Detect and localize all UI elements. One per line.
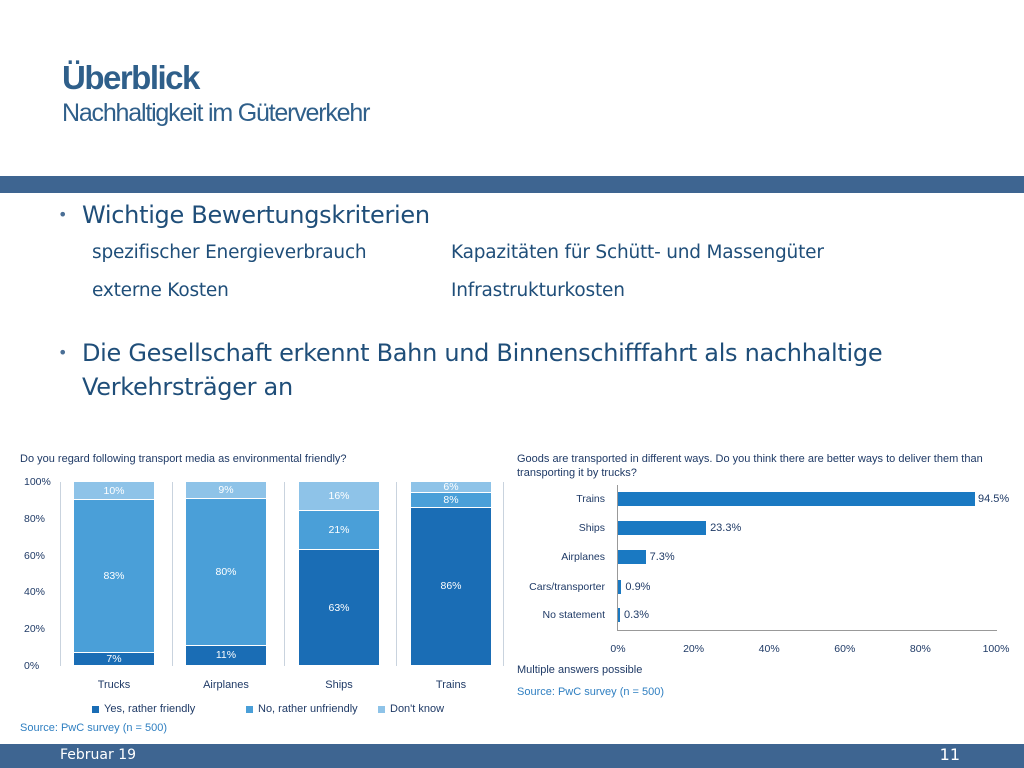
category-label: No statement — [542, 609, 605, 621]
bar-segment: 11% — [186, 645, 266, 666]
column-separator — [172, 482, 173, 666]
legend-item: Don't know — [378, 703, 444, 715]
bullet-dot: • — [58, 205, 68, 224]
x-category-label: Trucks — [97, 679, 131, 691]
legend-swatch — [246, 705, 253, 713]
left-chart-title: Do you regard following transport media … — [20, 453, 347, 465]
bar-value-label: 21% — [328, 524, 350, 537]
y-tick-label: 80% — [24, 512, 46, 525]
stacked-column-ships: 16% 21% 63% — [299, 482, 379, 666]
bar-segment: 63% — [299, 550, 379, 666]
y-tick-label: 0% — [24, 660, 40, 672]
right-chart-note: Multiple answers possible — [517, 664, 643, 676]
page-number: 11 — [939, 745, 960, 764]
legend-swatch — [378, 705, 385, 713]
x-tick-label: 80% — [909, 643, 931, 655]
legend-label: No, rather unfriendly — [258, 703, 358, 715]
criterion-energy: spezifischer Energieverbrauch — [92, 242, 367, 263]
legend-item: Yes, rather friendly — [92, 703, 195, 715]
title-block: Überblick Nachhaltigkeit im Güterverkehr — [62, 58, 370, 128]
footer-bar: Februar 19 11 — [0, 744, 1024, 768]
column-separator — [284, 482, 285, 666]
bar-value-label: 9% — [218, 483, 234, 496]
x-tick-label: 60% — [834, 643, 856, 655]
bar-value-label: 8% — [443, 493, 459, 506]
category-label: Airplanes — [561, 551, 605, 563]
bar-segment: 21% — [299, 511, 379, 551]
stacked-column-trains: 6% 8% 86% — [411, 481, 491, 666]
left-chart-plot: 10% 83% 7% 9% 80% 11% 16% 21% 63% 6% 8% 86% — [60, 481, 504, 666]
criterion-infrastructure-costs: Infrastrukturkosten — [451, 280, 625, 301]
right-chart-y-axis-line — [617, 485, 618, 630]
bar-segment: 8% — [411, 493, 491, 508]
bar — [618, 521, 707, 535]
bar-segment: 83% — [74, 500, 154, 654]
y-tick-label: 60% — [24, 549, 46, 562]
category-label: Cars/transporter — [529, 581, 605, 593]
bar — [618, 492, 976, 506]
bar-value-label: 63% — [328, 601, 350, 614]
stacked-column-trucks: 10% 83% 7% — [74, 482, 154, 666]
y-tick-label: 20% — [24, 623, 46, 636]
y-tick-label: 40% — [24, 586, 46, 599]
bar-value-label: 23.3% — [710, 522, 742, 534]
x-category-label: Airplanes — [203, 679, 249, 691]
category-label: Ships — [578, 522, 605, 534]
bullet-dot: • — [58, 343, 68, 362]
category-label: Trains — [576, 493, 605, 505]
bar-value-label: 7% — [106, 653, 122, 666]
bar-value-label: 6% — [443, 481, 459, 494]
x-tick-label: 20% — [683, 643, 705, 655]
bar-value-label: 10% — [103, 484, 125, 497]
right-chart-source: Source: PwC survey (n = 500) — [517, 686, 665, 698]
bullet-society: • Die Gesellschaft erkennt Bahn und Binn… — [58, 336, 998, 404]
legend-item: No, rather unfriendly — [246, 703, 358, 715]
legend-label: Don't know — [390, 703, 445, 715]
bar-value-label: 86% — [440, 580, 462, 593]
slide-title: Überblick — [62, 59, 200, 96]
header-band — [0, 176, 1024, 193]
legend-swatch — [92, 705, 99, 713]
bar — [618, 608, 620, 622]
bar-segment: 16% — [299, 482, 379, 512]
right-chart-x-axis-line — [617, 630, 997, 631]
bar — [618, 580, 622, 594]
stacked-column-airplanes: 9% 80% 11% — [186, 482, 266, 666]
x-tick-label: 0% — [610, 643, 626, 655]
bar-segment: 86% — [411, 507, 491, 666]
bar-segment: 6% — [411, 481, 491, 494]
bar-segment: 7% — [74, 653, 154, 666]
bar-segment: 80% — [186, 498, 266, 646]
bar-segment: 10% — [74, 482, 154, 501]
footer-date: Februar 19 — [60, 747, 137, 763]
bullet-criteria: • Wichtige Bewertungskriterien — [58, 198, 958, 232]
bar-value-label: 0.9% — [625, 581, 651, 593]
criterion-external-costs: externe Kosten — [92, 280, 229, 301]
bar-value-label: 7.3% — [649, 551, 675, 563]
bar-value-label: 94.5% — [978, 493, 1010, 505]
bar-value-label: 0.3% — [624, 609, 650, 621]
bar-value-label: 16% — [328, 490, 350, 503]
legend-label: Yes, rather friendly — [104, 703, 196, 715]
bar-value-label: 11% — [215, 649, 237, 662]
x-category-label: Trains — [435, 679, 467, 691]
left-chart-source: Source: PwC survey (n = 500) — [20, 722, 168, 734]
x-tick-label: 40% — [758, 643, 780, 655]
x-tick-label: 100% — [982, 643, 1010, 655]
bar-value-label: 83% — [103, 570, 125, 583]
bullet-criteria-text: Wichtige Bewertungskriterien — [82, 201, 430, 229]
criterion-capacity: Kapazitäten für Schütt- und Massengüter — [451, 242, 824, 263]
column-separator — [60, 482, 61, 666]
bar-segment: 9% — [186, 482, 266, 499]
y-tick-label: 100% — [24, 476, 51, 488]
column-separator — [396, 482, 397, 666]
column-separator — [503, 482, 504, 666]
x-category-label: Ships — [325, 679, 353, 691]
slide-subtitle: Nachhaltigkeit im Güterverkehr — [62, 99, 370, 127]
bullet-society-text: Die Gesellschaft erkennt Bahn und Binnen… — [82, 339, 883, 401]
right-chart-title: Goods are transported in different ways.… — [517, 453, 983, 479]
bar — [618, 550, 646, 564]
bar-value-label: 80% — [215, 565, 237, 578]
